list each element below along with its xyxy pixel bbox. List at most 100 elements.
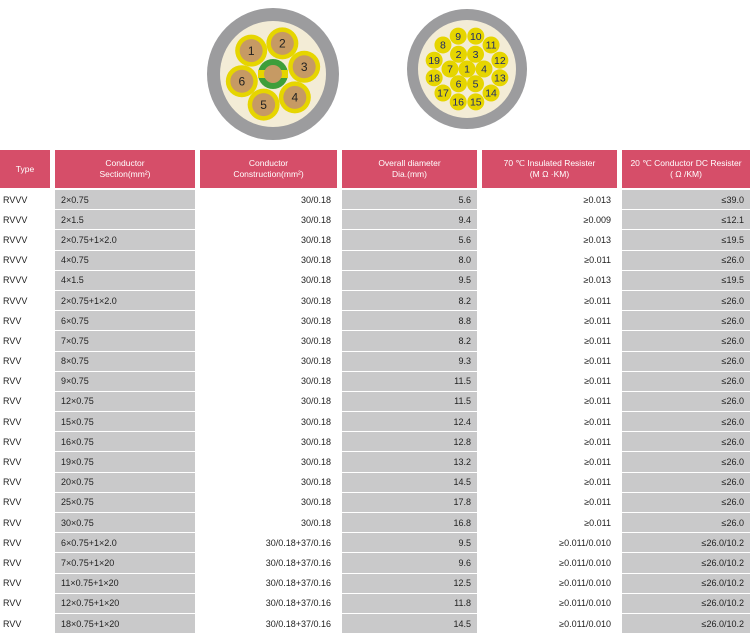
cell-construction: 30/0.18 — [195, 311, 337, 332]
cell-type: RVV — [0, 553, 50, 574]
core: 12 — [491, 51, 509, 69]
cell-resistance: ≤26.0 — [617, 412, 750, 433]
core-conductor — [292, 55, 316, 79]
cell-construction: 30/0.18 — [195, 472, 337, 493]
header-line: Conductor — [105, 158, 145, 168]
cell-type: RVV — [0, 432, 50, 453]
cell-section: 30×0.75 — [50, 513, 195, 534]
cell-type: RVV — [0, 452, 50, 473]
cell-insulation: ≥0.011 — [477, 432, 617, 453]
table-row: RVV 20×0.75 30/0.18 14.5 ≥0.011 ≤26.0 — [0, 472, 750, 493]
cell-insulation: ≥0.011 — [477, 351, 617, 372]
table-row: RVVV 4×0.75 30/0.18 8.0 ≥0.011 ≤26.0 — [0, 250, 750, 271]
core-insulation — [491, 69, 509, 87]
cell-diameter: 5.6 — [337, 190, 477, 211]
cell-diameter: 14.5 — [337, 613, 477, 634]
core-number-label: 5 — [473, 78, 479, 90]
cell-resistance: ≤39.0 — [617, 190, 750, 211]
core-number-label: 6 — [456, 78, 462, 90]
core: 19 — [425, 51, 443, 69]
cell-resistance: ≤12.1 — [617, 210, 750, 231]
core: 6 — [225, 65, 258, 98]
core-insulation — [449, 27, 467, 45]
cell-construction: 30/0.18 — [195, 210, 337, 231]
earth-core — [258, 59, 288, 89]
cell-section: 20×0.75 — [50, 472, 195, 493]
core: 5 — [467, 75, 484, 93]
cell-diameter: 9.5 — [337, 533, 477, 554]
cell-construction: 30/0.18 — [195, 432, 337, 453]
cell-construction: 30/0.18 — [195, 190, 337, 211]
core-insulation — [467, 93, 485, 111]
table-row: RVV 16×0.75 30/0.18 12.8 ≥0.011 ≤26.0 — [0, 432, 750, 453]
core: 17 — [434, 84, 452, 102]
cell-resistance: ≤26.0/10.2 — [617, 533, 750, 554]
cell-type: RVV — [0, 372, 50, 392]
cell-section: 11×0.75+1×20 — [50, 573, 195, 594]
cell-type: RVV — [0, 533, 50, 554]
cell-type: RVV — [0, 614, 50, 634]
core-number-label: 10 — [470, 31, 482, 43]
cell-resistance: ≤26.0 — [617, 250, 750, 271]
core: 15 — [467, 93, 485, 111]
table-row: RVVV 2×0.75+1×2.0 30/0.18 8.2 ≥0.011 ≤26.0 — [0, 290, 750, 312]
table-row: RVV 8×0.75 30/0.18 9.3 ≥0.011 ≤26.0 — [0, 351, 750, 372]
cell-section: 2×1.5 — [50, 210, 195, 231]
cell-resistance: ≤26.0 — [617, 391, 750, 413]
cell-insulation: ≥0.013 — [477, 190, 617, 211]
core: 9 — [449, 27, 467, 45]
core: 1 — [235, 34, 268, 67]
cell-diameter: 8.2 — [337, 331, 477, 352]
table-row: RVV 9×0.75 30/0.18 11.5 ≥0.011 ≤26.0 — [0, 371, 750, 392]
core-insulation — [434, 84, 452, 102]
cell-type: RVVV — [0, 291, 50, 312]
cell-construction: 30/0.18 — [195, 391, 337, 413]
table-body: RVVV 2×0.75 30/0.18 5.6 ≥0.013 ≤39.0 RVVV 2×1.5… — [0, 190, 750, 634]
cell-insulation: ≥0.011/0.010 — [477, 573, 617, 594]
table-row: RVV 18×0.75+1×20 30/0.18+37/0.16 14.5 ≥0.011… — [0, 613, 750, 634]
cell-diameter: 5.6 — [337, 230, 477, 251]
core-number-label: 5 — [260, 98, 267, 112]
table-row: RVV 7×0.75+1×20 30/0.18+37/0.16 9.6 ≥0.011/0… — [0, 553, 750, 574]
header-conductor-section: Conductor Section(mm²) — [50, 150, 195, 190]
core-conductor — [283, 85, 307, 109]
cell-insulation: ≥0.011 — [477, 412, 617, 433]
cell-resistance: ≤26.0 — [617, 513, 750, 534]
core-insulation — [450, 75, 467, 93]
header-type: Type — [0, 150, 50, 190]
cell-section: 7×0.75 — [50, 331, 195, 352]
cell-section: 4×0.75 — [50, 250, 195, 271]
core-number-label: 16 — [452, 97, 464, 109]
header-line: ( Ω /KM) — [670, 169, 702, 179]
cell-diameter: 12.8 — [337, 432, 477, 453]
cell-insulation: ≥0.011 — [477, 452, 617, 473]
core-number-label: 1 — [464, 64, 470, 76]
cell-diameter: 9.3 — [337, 351, 477, 372]
table-row: RVV 6×0.75 30/0.18 8.8 ≥0.011 ≤26.0 — [0, 311, 750, 332]
header-line: (M Ω ·KM) — [529, 169, 570, 179]
core-number-label: 4 — [481, 64, 487, 76]
core-number-label: 2 — [279, 37, 286, 51]
table-row: RVV 19×0.75 30/0.18 13.2 ≥0.011 ≤26.0 — [0, 452, 750, 473]
cell-resistance: ≤26.0 — [617, 492, 750, 513]
core-number-label: 13 — [494, 72, 506, 84]
core: 5 — [247, 88, 280, 121]
header-line: Section(mm²) — [99, 169, 151, 179]
core-insulation — [482, 84, 500, 102]
cell-construction: 30/0.18 — [195, 270, 337, 291]
cell-construction: 30/0.18 — [195, 371, 337, 392]
core-number-label: 7 — [447, 64, 453, 76]
cell-resistance: ≤26.0/10.2 — [617, 573, 750, 594]
core-number-label: 9 — [455, 31, 461, 43]
cell-type: RVV — [0, 311, 50, 332]
core-number-label: 17 — [437, 88, 449, 100]
cell-resistance: ≤26.0 — [617, 432, 750, 453]
header-line: Dia.(mm) — [392, 169, 427, 179]
core: 6 — [450, 75, 467, 93]
cell-type: RVVV — [0, 210, 50, 231]
core-number-label: 2 — [456, 49, 462, 61]
core-insulation — [458, 60, 476, 78]
core: 8 — [434, 36, 452, 54]
core: 14 — [482, 84, 500, 102]
